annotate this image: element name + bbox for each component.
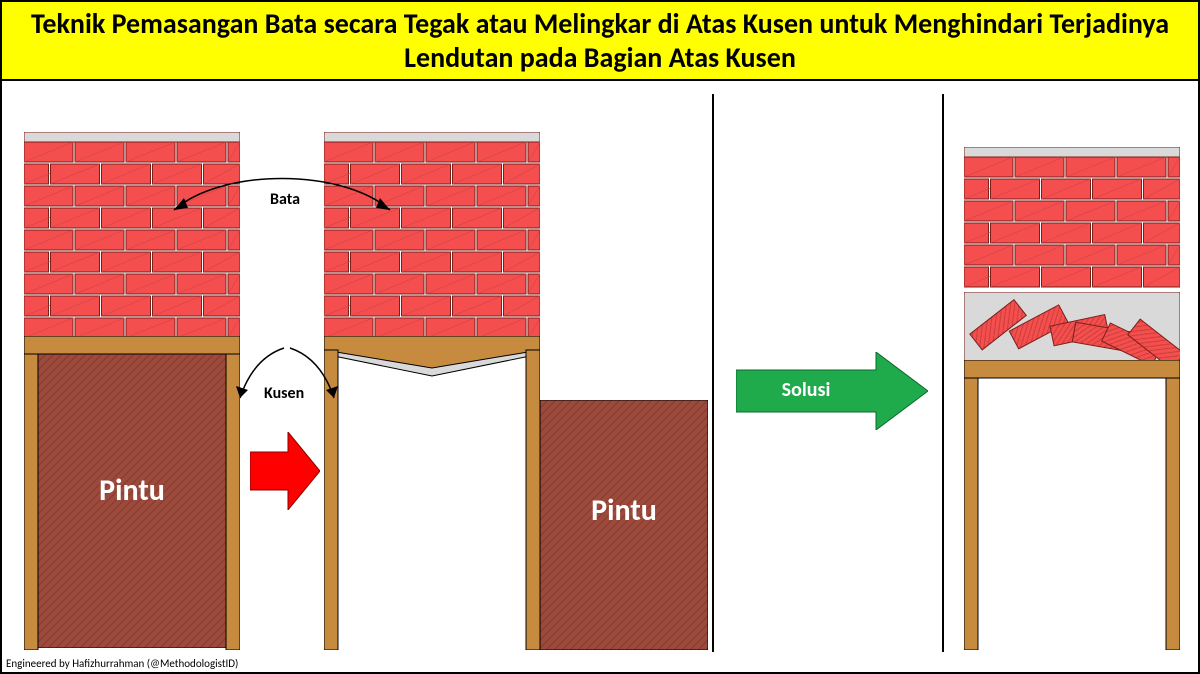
brick-wall-1: [24, 132, 240, 340]
door-frame-solution: [964, 360, 1180, 650]
diagram-canvas: Teknik Pemasangan Bata secara Tegak atau…: [0, 0, 1200, 674]
kusen-label: Kusen: [264, 384, 304, 403]
brick-wall-3: [964, 147, 1180, 297]
solusi-label: Solusi: [736, 378, 876, 402]
bata-label: Bata: [270, 190, 300, 209]
panel-divider-2: [942, 94, 944, 652]
angled-brick-band: [964, 292, 1180, 364]
footer-credit: Engineered by Hafizhurrahman (@Methodolo…: [6, 657, 238, 670]
door-2-label: Pintu: [540, 492, 708, 529]
red-arrow-icon: [250, 432, 320, 510]
door-frame-sagging: [324, 336, 540, 650]
title-text: Teknik Pemasangan Bata secara Tegak atau…: [31, 6, 1169, 75]
panel-divider-1: [712, 94, 714, 652]
title-bar: Teknik Pemasangan Bata secara Tegak atau…: [2, 2, 1198, 81]
door-1-label: Pintu: [38, 472, 226, 509]
brick-wall-2: [324, 132, 540, 340]
